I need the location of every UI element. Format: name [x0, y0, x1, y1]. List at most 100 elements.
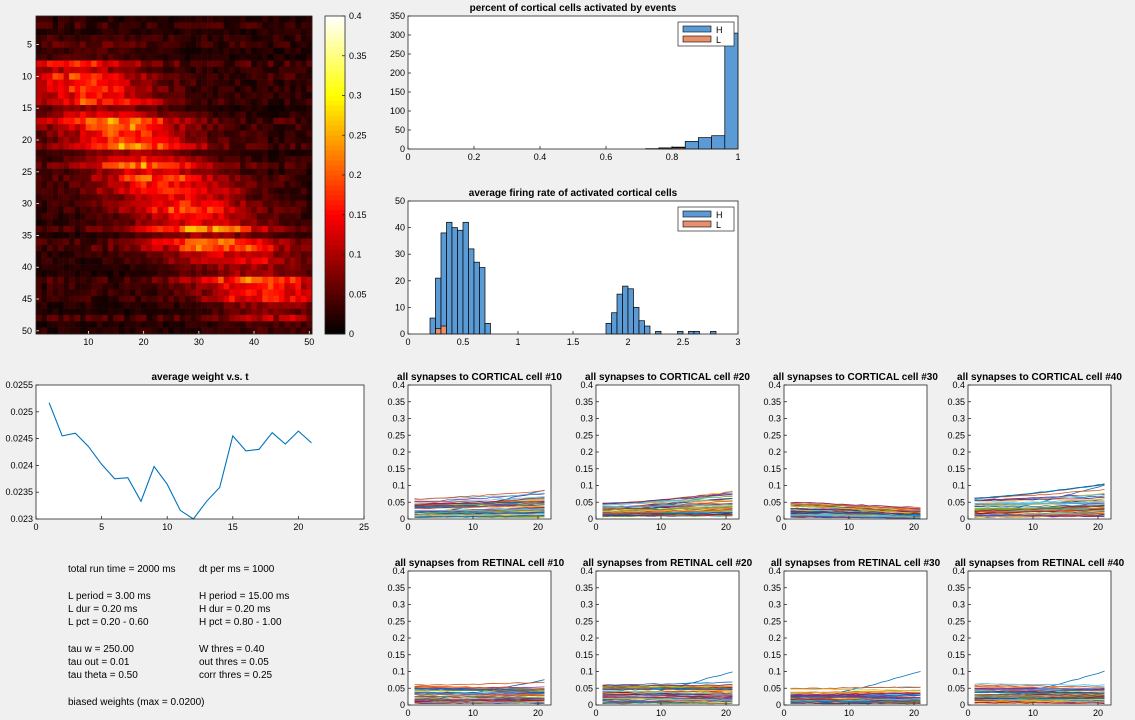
- heatmap-cell: [218, 111, 224, 119]
- y-tick-label: 0.4: [580, 380, 593, 390]
- heatmap-cell: [113, 264, 120, 271]
- heatmap-cell: [80, 238, 86, 246]
- heatmap-cell: [201, 66, 208, 74]
- heatmap-cell: [135, 66, 142, 74]
- heatmap-cell: [185, 264, 191, 271]
- heatmap-cell: [256, 276, 263, 284]
- heatmap-cell: [113, 244, 120, 252]
- heatmap-cell: [234, 302, 241, 309]
- heatmap-cell: [278, 206, 285, 214]
- heatmap-cell: [234, 200, 241, 208]
- heatmap-cell: [218, 149, 224, 157]
- y-tick-label: 0.1: [580, 667, 593, 677]
- heatmap-cell: [118, 257, 125, 265]
- heatmap-cell: [140, 124, 147, 131]
- heatmap-cell: [179, 232, 186, 239]
- heatmap-cell: [69, 327, 75, 335]
- heatmap-cell: [135, 143, 142, 150]
- heatmap-cell: [47, 117, 53, 125]
- heatmap-cell: [234, 251, 241, 258]
- heatmap-cell: [262, 213, 269, 220]
- heatmap-cell: [190, 66, 197, 74]
- heatmap-cell: [201, 181, 208, 189]
- heatmap-cell: [240, 143, 247, 150]
- heatmap-cell: [85, 244, 92, 252]
- heatmap-cell: [240, 200, 247, 208]
- heatmap-cell: [289, 181, 296, 189]
- heatmap-cell: [151, 117, 158, 125]
- heatmap-cell: [63, 302, 70, 309]
- synapse-line: [414, 509, 545, 514]
- heatmap-cell: [74, 283, 81, 290]
- heatmap-cell: [96, 117, 103, 125]
- heatmap-cell: [36, 244, 42, 252]
- heatmap-cell: [74, 321, 81, 328]
- heatmap-cell: [229, 143, 236, 150]
- heatmap-cell: [201, 105, 208, 112]
- heatmap-cell: [102, 213, 109, 220]
- heatmap-cell: [256, 47, 263, 55]
- heatmap-cell: [36, 130, 42, 138]
- heatmap-cell: [289, 79, 296, 87]
- heatmap-cell: [146, 85, 153, 93]
- heatmap-cell: [179, 276, 186, 284]
- heatmap-cell: [129, 206, 136, 214]
- heatmap-cell: [69, 314, 75, 322]
- heatmap-cell: [207, 283, 213, 290]
- heatmap-cell: [135, 124, 142, 131]
- heatmap-cell: [107, 111, 114, 119]
- heatmap-cell: [273, 28, 280, 36]
- heatmap-cell: [300, 66, 307, 74]
- heatmap-cell: [157, 136, 164, 144]
- heatmap-cell: [157, 308, 164, 316]
- heatmap-cell: [278, 225, 285, 233]
- heatmap-cell: [151, 47, 158, 55]
- heatmap-cell: [185, 295, 191, 303]
- heatmap-cell: [218, 200, 224, 208]
- heatmap-cell: [69, 41, 75, 49]
- heatmap-cell: [52, 98, 59, 106]
- heatmap-cell: [96, 270, 103, 278]
- y-tick-label: 0.1: [580, 481, 593, 491]
- heatmap-cell: [80, 200, 86, 208]
- heatmap-cell: [58, 251, 64, 258]
- heatmap-cell: [174, 168, 180, 176]
- heatmap-cell: [273, 276, 280, 284]
- heatmap-cell: [80, 111, 86, 119]
- heatmap-cell: [146, 270, 153, 278]
- chart-title: all synapses from RETINAL cell #20: [583, 558, 753, 569]
- heatmap-cell: [146, 41, 153, 49]
- heatmap-cell: [124, 22, 131, 30]
- heatmap-cell: [91, 136, 98, 144]
- x-tick-label: 10: [656, 522, 666, 532]
- heatmap-cell: [267, 257, 274, 265]
- colorbar-segment: [325, 229, 345, 236]
- heatmap-cell: [190, 200, 197, 208]
- y-tick-label: 5: [27, 40, 32, 50]
- heatmap-cell: [140, 130, 147, 138]
- heatmap-cell: [212, 314, 219, 322]
- heatmap-cell: [118, 232, 125, 239]
- heatmap-cell: [146, 206, 153, 214]
- heatmap-cell: [102, 232, 109, 239]
- histogram-bar: [622, 285, 629, 335]
- heatmap-cell: [300, 130, 307, 138]
- heatmap-cell: [245, 244, 252, 252]
- heatmap-cell: [229, 66, 236, 74]
- heatmap-cell: [306, 302, 313, 309]
- heatmap-cell: [190, 264, 197, 271]
- heatmap-cell: [245, 28, 252, 36]
- heatmap-cell: [284, 302, 291, 309]
- heatmap-cell: [74, 117, 81, 125]
- heatmap-cell: [151, 130, 158, 138]
- heatmap-cell: [284, 206, 291, 214]
- heatmap-cell: [102, 79, 109, 87]
- heatmap-cell: [85, 28, 92, 36]
- heatmap-cell: [174, 117, 180, 125]
- heatmap-cell: [151, 28, 158, 36]
- heatmap-cell: [52, 149, 59, 157]
- heatmap-cell: [151, 289, 158, 297]
- heatmap-cell: [151, 200, 158, 208]
- heatmap-cell: [284, 85, 291, 93]
- heatmap-cell: [223, 22, 230, 30]
